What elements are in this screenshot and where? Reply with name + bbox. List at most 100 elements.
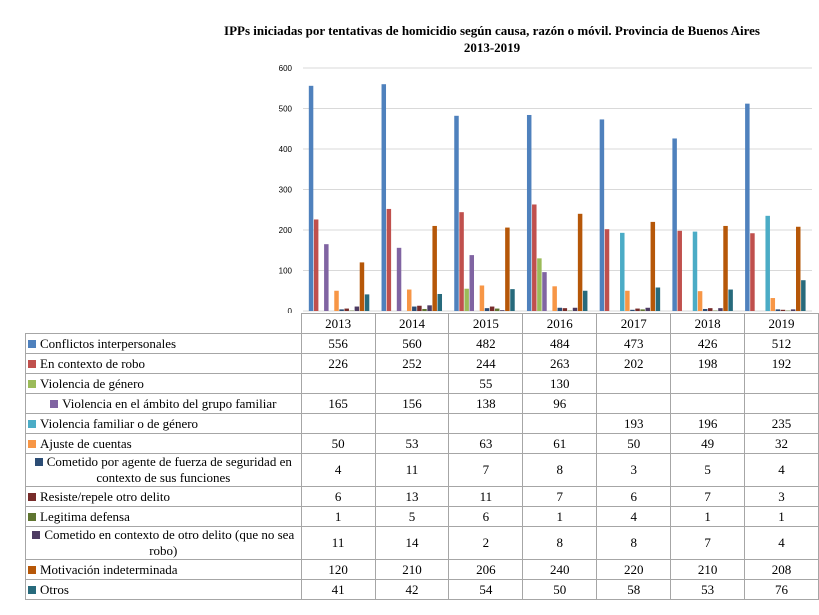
bar	[750, 233, 755, 311]
table-cell: 11	[448, 486, 524, 507]
bar	[432, 225, 437, 311]
bar	[479, 285, 485, 311]
table-cell: 7	[670, 526, 746, 560]
table-cell: 76	[744, 579, 819, 600]
legend-label: Motivación indeterminada	[40, 561, 178, 577]
table-row: Violencia de género 55 130	[25, 373, 819, 394]
legend-label: Conflictos interpersonales	[40, 335, 177, 351]
legend-label: Cometido en contexto de otro delito (que…	[44, 527, 295, 558]
y-tick-label: 500	[279, 105, 293, 114]
table-cell: 13	[374, 486, 450, 507]
bar	[765, 215, 770, 311]
table-cell: 252	[374, 353, 450, 374]
corner-cell	[26, 314, 302, 334]
bar	[324, 244, 329, 311]
table-cell	[670, 393, 746, 414]
table-cell: 4	[744, 453, 819, 487]
legend-entry: Otros	[25, 579, 302, 600]
bar	[484, 308, 490, 311]
table-cell: 32	[744, 433, 819, 454]
bar	[437, 293, 443, 311]
table-cell	[374, 373, 450, 394]
bar	[339, 309, 344, 311]
legend-entry: En contexto de robo	[25, 353, 302, 374]
legend-swatch	[28, 419, 36, 428]
bar	[604, 229, 610, 311]
table-cell: 1	[670, 506, 746, 527]
legend-label: En contexto de robo	[40, 355, 146, 371]
bar	[718, 308, 723, 311]
table-cell: 3	[596, 453, 672, 487]
legend-entry: Conflictos interpersonales	[25, 333, 302, 354]
table-cell: 235	[744, 413, 819, 434]
legend-label: Otros	[40, 581, 69, 597]
bar	[728, 289, 733, 311]
legend-entry: Ajuste de cuentas	[25, 433, 302, 454]
table-cell: 120	[300, 559, 376, 580]
table-cell: 7	[522, 486, 598, 507]
table-cell: 192	[744, 353, 819, 374]
y-tick-label: 100	[279, 267, 293, 276]
table-row: Resiste/repele otro delito 6 13 11 7 6 7 3	[25, 486, 819, 507]
legend-swatch	[28, 379, 36, 388]
bar	[708, 308, 713, 311]
legend-label: Resiste/repele otro delito	[40, 488, 170, 504]
legend-entry: Legitima defensa	[25, 506, 302, 527]
bar	[454, 115, 459, 311]
table-cell: 53	[374, 433, 450, 454]
x-tick-label: 2015	[448, 313, 524, 334]
bar	[599, 119, 605, 311]
table-cell: 49	[670, 433, 746, 454]
bar	[796, 226, 801, 311]
table-row: Cometido en contexto de otro delito (que…	[25, 526, 819, 560]
table-cell: 96	[522, 393, 598, 414]
table-cell	[448, 413, 524, 434]
table-cell: 7	[448, 453, 524, 487]
table-cell: 512	[744, 333, 819, 354]
bar	[677, 230, 682, 311]
table-row: Conflictos interpersonales 556 560 482 484 47…	[25, 333, 819, 354]
bar	[412, 306, 417, 311]
table-cell: 426	[670, 333, 746, 354]
bar	[464, 288, 469, 311]
table-cell: 5	[374, 506, 450, 527]
legend-swatch	[50, 399, 59, 408]
y-tick-label: 200	[279, 226, 293, 235]
table-cell	[596, 393, 672, 414]
x-tick-label: 2019	[744, 313, 819, 334]
y-tick-label: 400	[279, 145, 293, 154]
table-cell	[744, 393, 819, 414]
bar	[552, 286, 557, 311]
x-tick-label: 2017	[596, 313, 672, 334]
bar	[396, 247, 402, 311]
y-tick-label: 300	[279, 186, 293, 195]
table-cell: 1	[744, 506, 819, 527]
bar	[582, 290, 588, 311]
bar	[542, 272, 547, 311]
legend-label: Cometido por agente de fuerza de segurid…	[46, 454, 292, 485]
bar	[526, 114, 532, 311]
table-cell: 220	[596, 559, 672, 580]
table-row: Cometido por agente de fuerza de segurid…	[25, 453, 819, 487]
bar	[770, 298, 776, 311]
table-cell: 63	[448, 433, 524, 454]
chart-subtitle: 2013-2019	[464, 40, 521, 55]
table-cell: 208	[744, 559, 819, 580]
table-row: Legitima defensa 1 5 6 1 4 1 1	[25, 506, 819, 527]
bar	[775, 309, 781, 311]
table-cell: 244	[448, 353, 524, 374]
table-cell	[300, 413, 376, 434]
table-cell: 5	[670, 453, 746, 487]
bar	[500, 310, 505, 311]
y-tick-label: 600	[279, 64, 293, 73]
table-cell: 193	[596, 413, 672, 434]
table-cell: 6	[300, 486, 376, 507]
legend-swatch	[28, 565, 36, 574]
bar	[427, 305, 432, 311]
table-cell: 484	[522, 333, 598, 354]
bar	[505, 227, 510, 311]
bar	[625, 290, 630, 311]
table-cell: 50	[522, 579, 598, 600]
table-cell: 8	[522, 526, 598, 560]
